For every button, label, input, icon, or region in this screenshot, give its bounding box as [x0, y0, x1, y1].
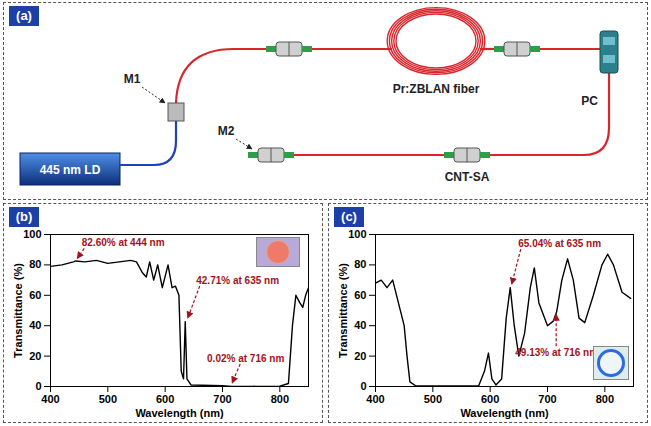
- svg-text:0: 0: [360, 380, 366, 392]
- svg-text:80: 80: [354, 258, 366, 270]
- svg-text:Wavelength (nm): Wavelength (nm): [135, 407, 224, 419]
- svg-text:400: 400: [41, 393, 59, 405]
- html-text:(c): (c): [341, 209, 357, 224]
- svg-text:20: 20: [354, 350, 366, 362]
- svg-text:800: 800: [271, 393, 289, 405]
- svg-text:400: 400: [366, 393, 384, 405]
- svg-text:M2: M2: [218, 124, 235, 138]
- svg-text:40: 40: [354, 319, 366, 331]
- svg-text:Pr:ZBLAN fiber: Pr:ZBLAN fiber: [393, 82, 480, 96]
- svg-text:60: 60: [29, 289, 41, 301]
- svg-text:600: 600: [481, 393, 499, 405]
- svg-text:82.60% at 444 nm: 82.60% at 444 nm: [82, 237, 165, 248]
- svg-text:49.13% at 716 nm: 49.13% at 716 nm: [515, 347, 598, 358]
- svg-text:600: 600: [156, 393, 174, 405]
- svg-text:60: 60: [354, 289, 366, 301]
- svg-text:Wavelength (nm): Wavelength (nm): [460, 407, 549, 419]
- svg-text:0: 0: [35, 380, 41, 392]
- svg-text:PC: PC: [581, 94, 598, 108]
- html-text:(a): (a): [16, 8, 32, 23]
- svg-text:100: 100: [348, 228, 366, 240]
- svg-text:42.71% at 635 nm: 42.71% at 635 nm: [196, 275, 279, 286]
- svg-text:80: 80: [29, 258, 41, 270]
- svg-text:500: 500: [99, 393, 117, 405]
- svg-text:M1: M1: [124, 72, 141, 86]
- svg-text:445 nm LD: 445 nm LD: [40, 163, 101, 177]
- svg-text:700: 700: [213, 393, 231, 405]
- svg-text:0.02% at 716 nm: 0.02% at 716 nm: [207, 353, 284, 364]
- svg-text:800: 800: [596, 393, 614, 405]
- svg-text:Transmittance (%): Transmittance (%): [337, 263, 349, 358]
- svg-text:700: 700: [538, 393, 556, 405]
- svg-text:CNT-SA: CNT-SA: [445, 170, 490, 184]
- svg-text:500: 500: [424, 393, 442, 405]
- svg-text:Transmittance (%): Transmittance (%): [12, 263, 24, 358]
- svg-text:40: 40: [29, 319, 41, 331]
- svg-text:20: 20: [29, 350, 41, 362]
- svg-text:65.04% at 635 nm: 65.04% at 635 nm: [518, 238, 601, 249]
- html-text:(b): (b): [15, 209, 33, 224]
- svg-text:100: 100: [23, 228, 41, 240]
